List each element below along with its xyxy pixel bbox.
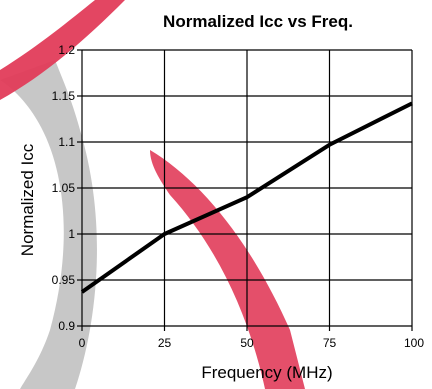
watermark-gray-arc bbox=[0, 60, 97, 389]
x-tick-label: 75 bbox=[323, 336, 337, 350]
x-axis-label: Frequency (MHz) bbox=[201, 363, 332, 382]
grid bbox=[81, 49, 413, 327]
y-tick-label: 1.1 bbox=[58, 135, 75, 149]
x-axis-ticks: 0 25 50 75 100 bbox=[79, 326, 424, 350]
x-tick-label: 100 bbox=[404, 336, 424, 350]
y-tick-label: 1.15 bbox=[52, 89, 76, 103]
y-tick-label: 1 bbox=[68, 227, 75, 241]
watermark-red-swoosh bbox=[150, 150, 305, 389]
y-tick-label: 0.95 bbox=[52, 273, 76, 287]
y-tick-label: 1.05 bbox=[52, 181, 76, 195]
watermark-red-swoosh-top bbox=[0, 0, 125, 100]
y-tick-label: 1.2 bbox=[58, 43, 75, 57]
chart-title: Normalized Icc vs Freq. bbox=[163, 12, 353, 31]
series-line bbox=[80, 101, 413, 294]
x-tick-label: 0 bbox=[79, 336, 86, 350]
y-axis-label: Normalized Icc bbox=[18, 143, 37, 256]
x-tick-label: 50 bbox=[240, 336, 254, 350]
background-watermark bbox=[0, 0, 305, 389]
x-tick-label: 25 bbox=[158, 336, 172, 350]
y-axis-ticks: 0.9 0.95 1 1.05 1.1 1.15 1.2 bbox=[52, 43, 82, 333]
y-tick-label: 0.9 bbox=[58, 319, 75, 333]
series-group bbox=[80, 101, 413, 294]
